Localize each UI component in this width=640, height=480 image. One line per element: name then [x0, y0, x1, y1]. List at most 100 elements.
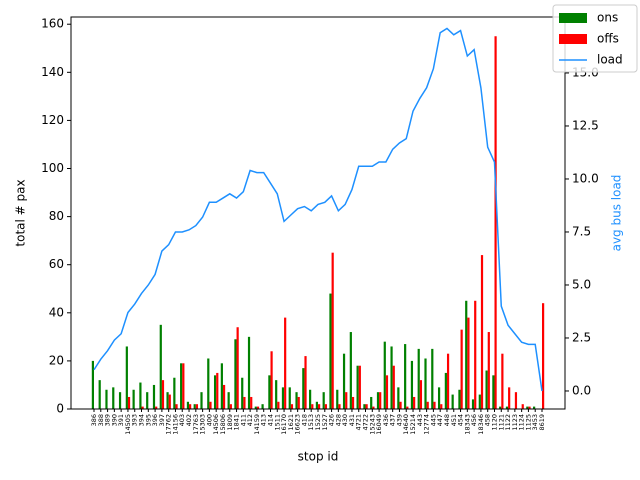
bar — [514, 392, 518, 409]
bar — [270, 351, 273, 409]
bar — [297, 396, 300, 409]
bar — [132, 389, 135, 409]
x-tick-label: 431 — [348, 414, 356, 426]
x-tick-label: 411 — [239, 414, 247, 426]
x-tick-label: 1841 — [233, 414, 241, 431]
bar — [277, 401, 280, 409]
x-tick-label: 3453 — [531, 414, 539, 431]
bar — [419, 380, 423, 409]
bar — [542, 303, 545, 409]
x-tick-label: 396 — [151, 414, 159, 426]
plot-frame — [70, 16, 566, 410]
bar — [356, 365, 359, 409]
bar — [318, 404, 321, 409]
x-tick-label: 436 — [382, 414, 390, 426]
x-tick-label: 447 — [436, 414, 444, 426]
x-tick-label: 16049 — [375, 414, 383, 435]
bar — [342, 353, 346, 409]
x-tick-label: 14505 — [124, 414, 132, 435]
x-tick-label: 16170 — [280, 414, 288, 435]
bar — [227, 392, 230, 409]
y-axis-label: total # pax — [14, 179, 28, 246]
bar — [363, 404, 366, 409]
bar — [385, 375, 389, 409]
legend-swatch — [559, 13, 587, 23]
y2-tick-label: 12.5 — [572, 118, 599, 132]
bar — [254, 406, 257, 409]
bar — [487, 332, 490, 409]
bar — [480, 255, 484, 409]
x-tick-label: 402 — [185, 414, 193, 426]
bar — [451, 394, 454, 409]
bar — [127, 396, 131, 409]
legend-swatch — [559, 34, 587, 44]
bar — [471, 399, 475, 409]
bar — [311, 404, 314, 409]
bar — [186, 401, 190, 409]
bar — [309, 389, 312, 409]
x-tick-label: 390 — [110, 414, 118, 426]
bar — [458, 389, 461, 409]
x-tick-label: 1809 — [226, 414, 234, 431]
x-tick-label: 1121 — [497, 414, 505, 431]
bar — [392, 365, 395, 409]
bar — [261, 404, 264, 409]
bar — [315, 401, 318, 409]
bar — [492, 375, 495, 409]
legend: ons offs load — [552, 4, 638, 73]
bar — [505, 406, 509, 409]
x-tick-label: 1122 — [504, 414, 512, 431]
bar — [358, 365, 361, 409]
x-tick-label: 1513 — [307, 414, 315, 431]
x-tick-label: 439 — [395, 414, 403, 426]
bar — [460, 329, 463, 409]
bar — [528, 406, 531, 409]
bar — [193, 404, 196, 409]
y-tick-label: 100 — [41, 161, 64, 175]
x-tick-label: 388 — [97, 414, 105, 426]
bar — [236, 327, 239, 409]
bar — [207, 358, 210, 409]
y-tick-label: 20 — [49, 353, 64, 367]
bar — [302, 368, 305, 409]
x-tick-label: 1125 — [524, 414, 532, 431]
bar — [175, 404, 178, 409]
bar — [189, 404, 192, 409]
bar — [521, 404, 524, 409]
bar — [397, 387, 400, 409]
bar — [478, 394, 481, 409]
bar — [216, 372, 219, 409]
bar — [526, 406, 529, 409]
bar — [146, 392, 149, 409]
bar — [200, 392, 203, 409]
bar — [268, 375, 271, 409]
x-tick-label: 391 — [117, 414, 125, 426]
x-tick-label: 454 — [457, 414, 465, 426]
bar — [324, 404, 327, 409]
bar — [370, 396, 373, 409]
x-tick-label: 394 — [138, 414, 146, 426]
bar — [508, 387, 511, 409]
bar — [182, 363, 185, 409]
bar — [173, 377, 176, 409]
x-tick-label: 14640 — [402, 414, 410, 435]
x-tick-label: 15806 — [219, 414, 227, 435]
bar — [379, 392, 382, 409]
bar — [281, 387, 285, 409]
bar — [222, 384, 226, 409]
bar — [166, 392, 169, 409]
x-tick-label: 393 — [131, 414, 139, 426]
x-tick-label: 1511 — [273, 414, 281, 431]
x-tick-label: 418 — [300, 414, 308, 426]
bar — [234, 339, 237, 409]
legend-label: load — [597, 53, 623, 67]
y-tick-label: 140 — [41, 65, 64, 79]
bar — [383, 341, 386, 409]
bar — [247, 336, 251, 409]
bar — [494, 36, 497, 410]
y2-tick-label: 0.0 — [572, 383, 591, 397]
bar — [431, 348, 434, 409]
bar — [501, 353, 504, 409]
bar — [275, 380, 278, 409]
bar — [444, 372, 447, 409]
